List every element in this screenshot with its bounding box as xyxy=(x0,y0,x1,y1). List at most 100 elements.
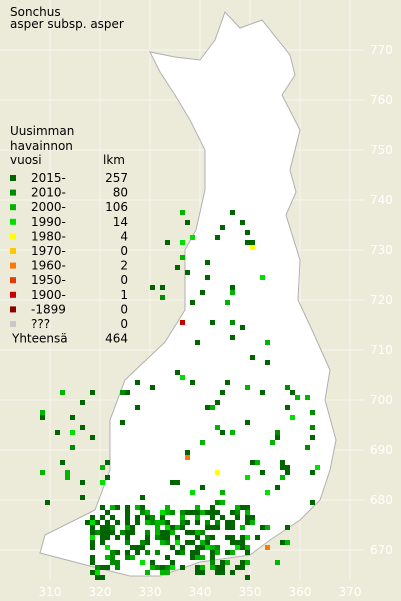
observation xyxy=(240,505,245,510)
observation xyxy=(165,520,170,525)
legend-swatch xyxy=(10,321,16,327)
observation xyxy=(165,535,170,540)
observation xyxy=(140,560,145,565)
observation xyxy=(230,210,235,215)
legend-swatch xyxy=(10,291,16,298)
observation xyxy=(165,505,170,510)
observation xyxy=(95,520,100,525)
observation xyxy=(100,540,105,545)
legend-swatch xyxy=(10,218,16,225)
observation xyxy=(225,550,230,555)
observation xyxy=(180,545,185,550)
total-count: 464 xyxy=(105,332,128,346)
observation xyxy=(85,520,90,525)
observation xyxy=(165,240,170,245)
observation xyxy=(295,395,300,400)
observation xyxy=(260,390,265,395)
observation xyxy=(150,285,155,290)
observation xyxy=(210,505,215,510)
observation xyxy=(140,540,145,545)
observation xyxy=(240,540,245,545)
observation xyxy=(220,570,225,575)
legend-label: 1990- xyxy=(31,215,66,229)
observation xyxy=(100,525,105,530)
observation xyxy=(95,565,100,570)
observation xyxy=(70,415,75,420)
observation xyxy=(245,535,250,540)
observation xyxy=(195,510,200,515)
observation xyxy=(70,445,75,450)
observation xyxy=(105,460,110,465)
observation xyxy=(255,460,260,465)
observation xyxy=(90,520,95,525)
observation xyxy=(130,555,135,560)
observation xyxy=(165,540,170,545)
observation xyxy=(175,480,180,485)
observation xyxy=(275,485,280,490)
observation xyxy=(110,550,115,555)
observation xyxy=(195,530,200,535)
legend-column: vuosi xyxy=(10,153,42,167)
observation xyxy=(100,575,105,580)
observation xyxy=(245,240,250,245)
observation xyxy=(125,540,130,545)
observation xyxy=(180,520,185,525)
legend-swatch xyxy=(10,306,16,313)
observation xyxy=(150,560,155,565)
observation xyxy=(245,515,250,520)
observation xyxy=(145,540,150,545)
observation xyxy=(105,510,110,515)
observation xyxy=(40,410,45,415)
observation xyxy=(190,510,195,515)
legend-label: 1900- xyxy=(31,288,66,302)
observation xyxy=(195,570,200,575)
observation xyxy=(185,510,190,515)
observation xyxy=(205,540,210,545)
observation xyxy=(100,565,105,570)
observation xyxy=(95,530,100,535)
observation xyxy=(260,275,265,280)
easting-label: 320 xyxy=(89,585,112,599)
observation xyxy=(285,465,290,470)
observation xyxy=(105,525,110,530)
observation xyxy=(230,525,235,530)
observation xyxy=(200,485,205,490)
northing-label: 700 xyxy=(370,393,393,407)
observation xyxy=(210,515,215,520)
observation xyxy=(80,495,85,500)
easting-label: 350 xyxy=(239,585,262,599)
observation xyxy=(280,540,285,545)
observation xyxy=(135,515,140,520)
observation xyxy=(285,470,290,475)
observation xyxy=(115,565,120,570)
observation xyxy=(150,515,155,520)
observation xyxy=(200,290,205,295)
observation xyxy=(255,535,260,540)
observation xyxy=(180,320,185,325)
legend-swatch xyxy=(10,189,16,196)
legend-label: 1960- xyxy=(31,259,66,273)
observation xyxy=(230,540,235,545)
observation xyxy=(115,560,120,565)
observation xyxy=(140,510,145,515)
observation xyxy=(145,530,150,535)
observation xyxy=(230,535,235,540)
observation xyxy=(260,525,265,530)
observation xyxy=(125,555,130,560)
observation xyxy=(170,560,175,565)
observation xyxy=(245,575,250,580)
observation xyxy=(200,565,205,570)
observation xyxy=(185,520,190,525)
observation xyxy=(125,515,130,520)
observation xyxy=(130,530,135,535)
northing-label: 710 xyxy=(370,343,393,357)
observation xyxy=(245,385,250,390)
observation xyxy=(105,520,110,525)
observation xyxy=(190,530,195,535)
observation xyxy=(165,530,170,535)
observation xyxy=(235,540,240,545)
observation xyxy=(230,550,235,555)
observation xyxy=(115,550,120,555)
observation xyxy=(100,515,105,520)
observation xyxy=(245,520,250,525)
